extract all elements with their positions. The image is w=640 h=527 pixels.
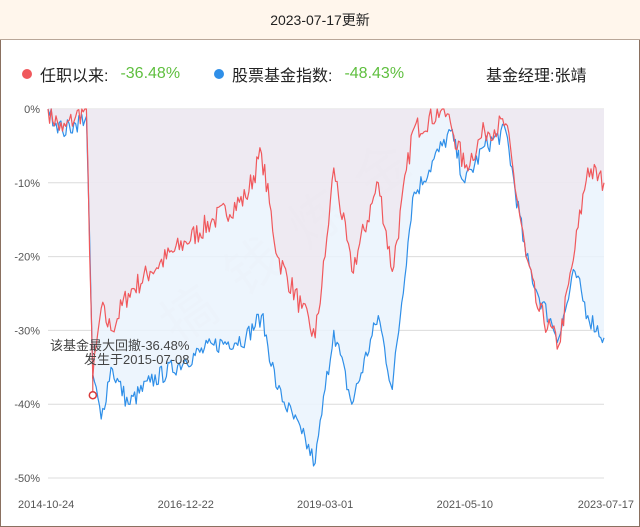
drawdown-marker[interactable] [88,390,98,400]
max-drawdown-annotation: 该基金最大回撤-36.48%发生于2015-07-08 [50,338,190,400]
y-tick-label: -30% [14,325,40,337]
series-areas [48,109,604,466]
fund-manager: 基金经理:张靖 [486,62,586,86]
legend-index-label: 股票基金指数: [232,68,333,85]
y-axis-ticks: 0% -10% -20% -30% -40% -50% [14,104,40,485]
x-tick-label: 2019-03-01 [297,499,353,511]
update-title-text: 2023-07-17更新 [270,11,370,28]
x-tick-label: 2021-05-10 [437,499,493,511]
legend-index-value: -48.43% [344,65,405,82]
fund-line[interactable] [47,108,605,379]
fund-manager-text: 基金经理:张靖 [486,68,587,85]
update-title: 2023-07-17更新 [0,0,640,40]
series-lines [47,108,605,467]
x-axis-ticks: 2014-10-24 2016-12-22 2019-03-01 2021-05-10… [18,499,634,511]
x-tick-label: 2014-10-24 [18,499,74,511]
y-tick-label: -40% [14,399,40,411]
y-tick-label: -10% [14,178,40,190]
index-dot-icon [214,69,224,79]
y-tick-label: -20% [14,252,40,264]
legend-fund-label: 任职以来: [40,68,109,85]
legend-item-fund[interactable]: 任职以来: -36.48% [22,62,180,86]
x-tick-label: 2016-12-22 [158,499,214,511]
y-tick-label: -50% [14,473,40,485]
legend-item-index[interactable]: 股票基金指数: -48.43% [214,62,404,86]
x-tick-label: 2023-07-17 [578,499,634,511]
index-line[interactable] [47,108,605,467]
legend-fund-value: -36.48% [120,65,181,82]
drawdown-text-1: 该基金最大回撤-36.48% [50,338,190,353]
legend: 任职以来: -36.48% 股票基金指数: -48.43% 基金经理:张靖 [0,52,640,92]
y-tick-label: 0% [24,104,40,116]
drawdown-text-2: 发生于2015-07-08 [84,352,190,367]
fund-dot-icon [22,69,32,79]
